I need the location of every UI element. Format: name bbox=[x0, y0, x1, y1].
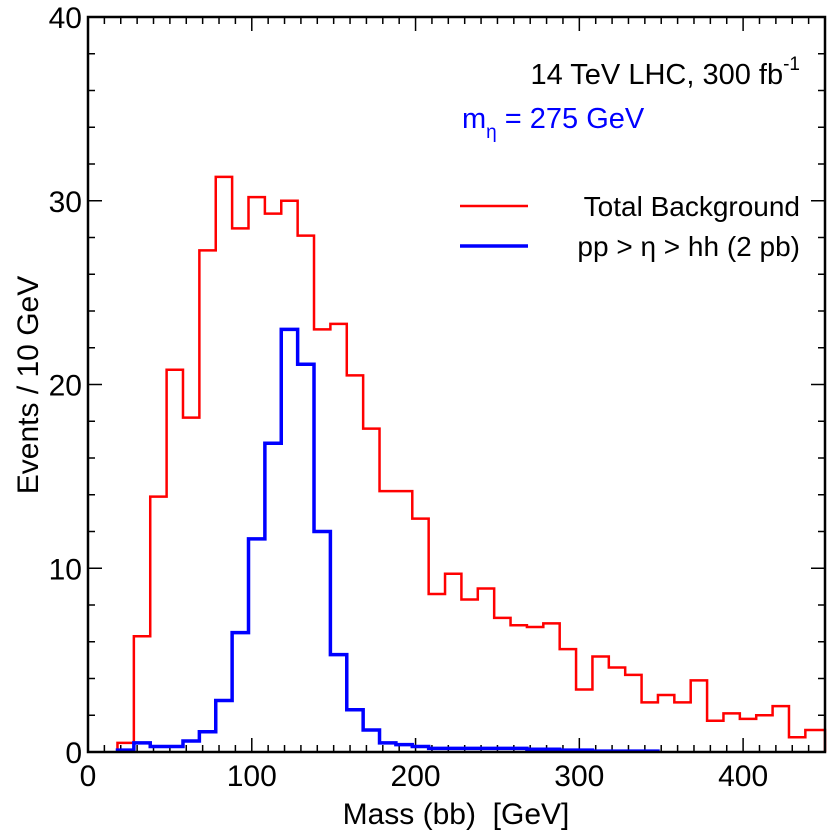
annotation-luminosity-text: 14 TeV LHC, 300 fb bbox=[531, 59, 784, 91]
x-tick-label: 300 bbox=[554, 760, 604, 793]
series-0 bbox=[116, 175, 827, 752]
annotation-mass-rest: = 275 GeV bbox=[497, 103, 645, 135]
y-tick-label: 20 bbox=[49, 370, 82, 403]
annotation-luminosity: 14 TeV LHC, 300 fb-1 bbox=[531, 54, 800, 91]
legend-label-background: Total Background bbox=[584, 191, 800, 222]
y-tick-label: 30 bbox=[49, 186, 82, 219]
x-tick-label: 200 bbox=[391, 760, 441, 793]
annotation-mass-m: m bbox=[462, 103, 486, 135]
y-tick-label: 40 bbox=[49, 2, 82, 35]
data-series bbox=[115, 175, 827, 753]
plot-frame bbox=[86, 15, 827, 754]
x-axis-title: Mass (bb) [GeV] bbox=[343, 798, 570, 831]
y-tick-label: 0 bbox=[65, 737, 82, 770]
x-tick-label: 100 bbox=[227, 760, 277, 793]
histogram-line-0 bbox=[116, 175, 827, 752]
annotation-mass-sub: η bbox=[486, 122, 497, 143]
legend-label-signal: pp > η > hh (2 pb) bbox=[577, 231, 800, 262]
y-tick-label: 10 bbox=[49, 553, 82, 586]
x-tick-label: 400 bbox=[718, 760, 768, 793]
series-1 bbox=[115, 327, 660, 753]
tick-labels: 0 100 200 300 400 0 10 20 30 40 bbox=[49, 2, 769, 793]
y-axis-title: Events / 10 GeV bbox=[12, 276, 45, 494]
annotation-mass: mη = 275 GeV bbox=[462, 103, 645, 143]
x-tick-label: 0 bbox=[80, 760, 97, 793]
annotation-luminosity-sup: -1 bbox=[783, 54, 800, 75]
legend: Total Background pp > η > hh (2 pb) bbox=[460, 191, 800, 262]
histogram-line-1 bbox=[115, 327, 660, 753]
